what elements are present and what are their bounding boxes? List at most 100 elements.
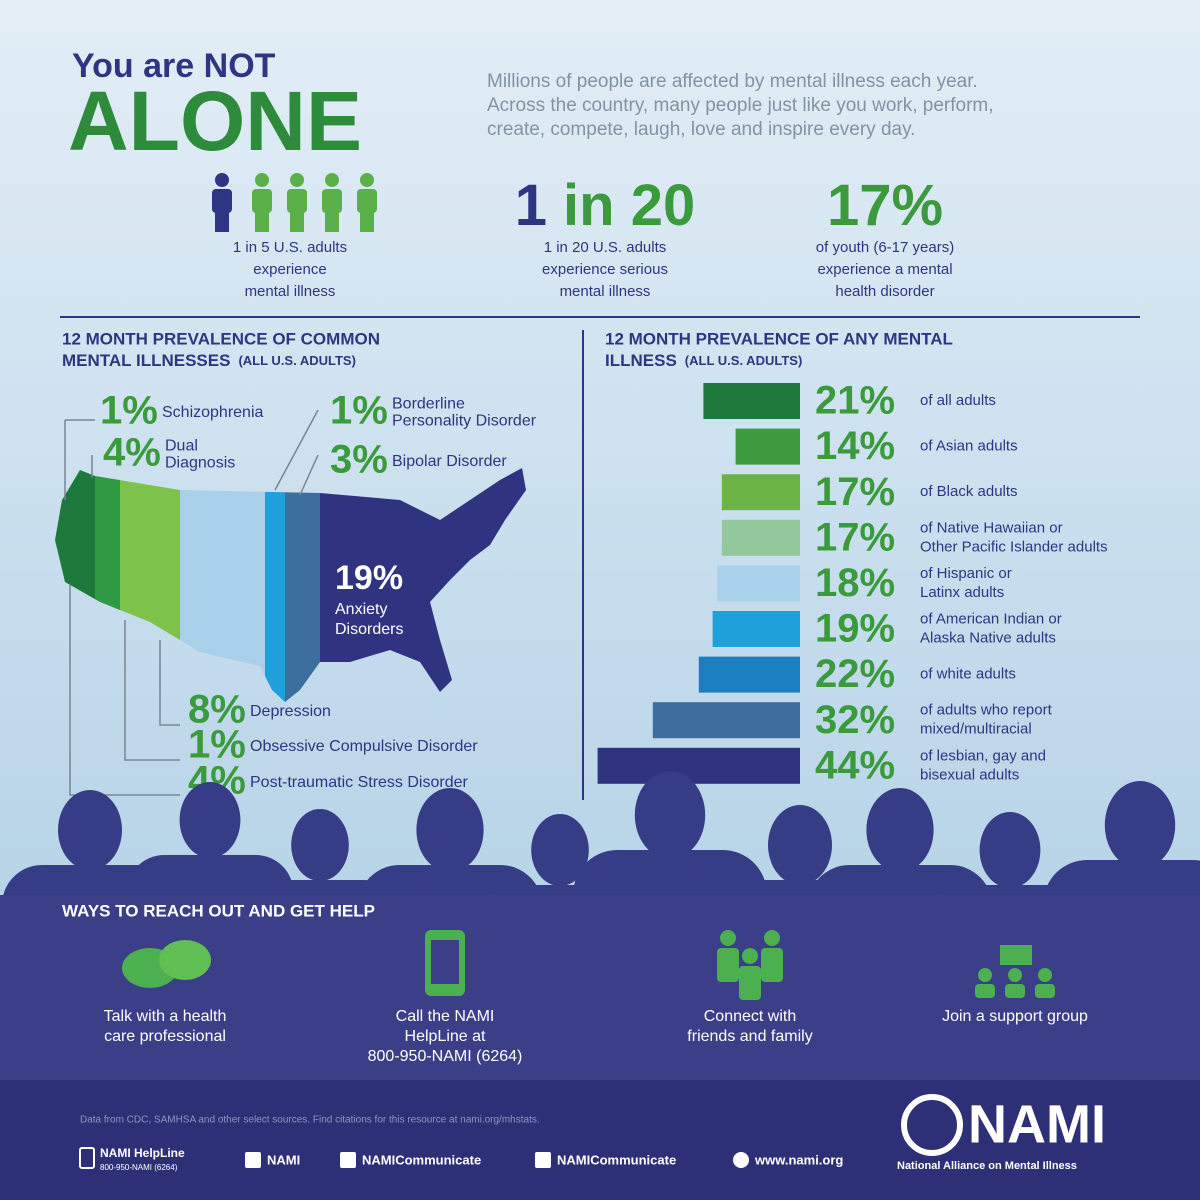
social-icon — [340, 1152, 356, 1168]
bar — [652, 702, 800, 739]
bar-text: of adults who report — [920, 702, 1053, 719]
section-title: 12 MONTH PREVALENCE OF ANY MENTAL — [605, 329, 953, 348]
connector — [299, 454, 319, 496]
section-title: 12 MONTH PREVALENCE OF COMMON — [62, 329, 380, 348]
help-text: Call the NAMI — [396, 1008, 495, 1025]
map-strip — [285, 468, 320, 702]
social-icon — [245, 1152, 261, 1168]
person-body — [287, 189, 307, 213]
illness-percent: 3% — [330, 438, 388, 482]
silhouette-head — [1104, 781, 1176, 869]
help-text: HelpLine at — [405, 1028, 487, 1045]
help-text: Join a support group — [942, 1008, 1088, 1025]
illness-name: Depression — [250, 703, 331, 720]
icon — [720, 930, 736, 946]
illness-percent: 1% — [188, 723, 246, 767]
footer-source: Data from CDC, SAMHSA and other select s… — [80, 1115, 540, 1126]
bar-text: of Asian adults — [920, 438, 1018, 455]
stat-text: experience serious — [542, 261, 668, 278]
bar-text: bisexual adults — [920, 766, 1019, 783]
person-head — [255, 173, 269, 187]
bar-text: of lesbian, gay and — [920, 747, 1046, 764]
icon — [1038, 968, 1052, 982]
illness-percent: 4% — [103, 431, 161, 475]
footer — [0, 1080, 1200, 1200]
bar-text: mixed/multiracial — [920, 721, 1032, 738]
illness-name: Personality Disorder — [392, 413, 537, 430]
stat-text: health disorder — [835, 283, 934, 300]
footer-social: www.nami.org — [754, 1152, 843, 1167]
illness-name: Anxiety — [335, 601, 387, 618]
illness-name: Obsessive Compulsive Disorder — [250, 738, 478, 755]
bar — [721, 474, 800, 511]
illness-name: Disorders — [335, 621, 403, 638]
help-text: care professional — [104, 1028, 226, 1045]
icon — [764, 930, 780, 946]
bar-text: of American Indian or — [920, 610, 1062, 627]
bar-text: Latinx adults — [920, 584, 1004, 601]
section-title-line: MENTAL ILLNESSES — [62, 351, 230, 370]
person-head — [290, 173, 304, 187]
connector — [159, 640, 180, 726]
bar-label: 21% — [815, 379, 895, 423]
footer-social: NAMICommunicate — [557, 1152, 676, 1167]
stat-text: experience — [253, 261, 326, 278]
bar-label: 14% — [815, 424, 895, 468]
person-legs — [290, 210, 304, 232]
bar-text: Alaska Native adults — [920, 629, 1056, 646]
icon — [978, 968, 992, 982]
help-text: friends and family — [687, 1028, 812, 1045]
illness-percent: 8% — [188, 688, 246, 732]
illness-percent: 1% — [330, 389, 388, 433]
icon — [761, 948, 783, 982]
section-title: ILLNESS (ALL U.S. ADULTS) — [605, 351, 802, 370]
bar-label: 19% — [815, 607, 895, 651]
section-subtitle: (ALL U.S. ADULTS) — [685, 353, 802, 368]
person-legs — [325, 210, 339, 232]
person-head — [215, 173, 229, 187]
bar-label: 17% — [815, 515, 895, 559]
bar — [717, 565, 800, 602]
bar — [698, 656, 800, 693]
silhouette-head — [634, 771, 706, 859]
intro-line: Millions of people are affected by menta… — [487, 71, 978, 92]
illness-percent: 19% — [335, 559, 403, 597]
bar — [703, 383, 800, 419]
footer-social: NAMICommunicate — [362, 1152, 481, 1167]
help-text: Connect with — [704, 1008, 797, 1025]
person-legs — [255, 210, 269, 232]
connector — [124, 620, 180, 761]
stat-text: mental illness — [245, 283, 336, 300]
section-title: MENTAL ILLNESSES (ALL U.S. ADULTS) — [62, 351, 356, 370]
bar — [735, 428, 800, 465]
stat-text: of youth (6-17 years) — [816, 239, 954, 256]
logo-mark — [901, 1094, 963, 1156]
person-body — [212, 189, 232, 213]
stat-big: 17% — [827, 173, 943, 238]
logo-org: National Alliance on Mental Illness — [897, 1160, 1077, 1172]
bar-text: of Hispanic or — [920, 565, 1012, 582]
social-icon — [535, 1152, 551, 1168]
bar-label: 18% — [815, 561, 895, 605]
illness-percent: 1% — [100, 389, 158, 433]
bar — [712, 611, 800, 647]
help-text: 800-950-NAMI (6264) — [368, 1048, 523, 1065]
stat-text: experience a mental — [817, 261, 952, 278]
help-title: WAYS TO REACH OUT AND GET HELP — [62, 901, 375, 920]
help-band — [0, 895, 1200, 1080]
stat-big: 1 in 20 — [515, 173, 695, 238]
footer-helpline: NAMI HelpLine — [100, 1146, 185, 1160]
bar-text: Other Pacific Islander adults — [920, 538, 1108, 555]
bar-label: 44% — [815, 743, 895, 787]
icon — [1005, 984, 1025, 998]
silhouette-head — [58, 790, 122, 870]
intro-line: create, compete, laugh, love and inspire… — [487, 119, 915, 140]
stat-text: 1 in 5 U.S. adults — [233, 239, 347, 256]
silhouette-head — [416, 788, 484, 872]
stat-text: mental illness — [560, 283, 651, 300]
illness-name: Schizophrenia — [162, 404, 264, 421]
silhouette-head — [291, 809, 349, 881]
person-body — [322, 189, 342, 213]
person-head — [360, 173, 374, 187]
